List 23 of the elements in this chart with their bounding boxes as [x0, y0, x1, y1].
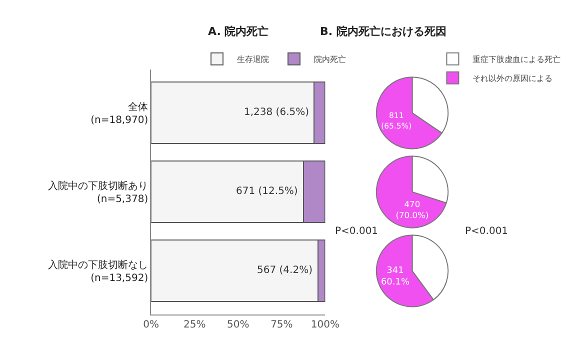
legend-label: 重症下肢虚血による死亡: [472, 55, 561, 64]
x-tick-label: 100%: [310, 319, 340, 330]
x-tick-label: 0%: [143, 319, 160, 330]
data-label: 341 60.1%: [380, 266, 410, 288]
y-tick-label: 全体 (n=18,970): [90, 100, 148, 126]
text: P<0.001: [465, 226, 508, 237]
text: P<0.001: [335, 226, 378, 237]
x-tick-label: 25%: [184, 319, 206, 330]
data-label: 567 (4.2%): [257, 265, 313, 276]
legend-label: 院内死亡: [314, 55, 346, 64]
data-label: 671 (12.5%): [236, 186, 298, 197]
data-label: 470 (70.0%): [396, 199, 429, 220]
data-label: 811 (65.5%): [381, 111, 412, 130]
legend-label: それ以外の原因による: [472, 74, 553, 84]
x-tick-label: 50%: [227, 319, 250, 330]
legend-label: 生存退院: [237, 55, 269, 64]
x-tick-label: 75%: [270, 319, 293, 330]
chart-title: B. 院内死亡における死因: [320, 25, 446, 38]
y-tick-label: 入院中の下肢切断あり (n=5,378): [48, 180, 148, 205]
pie-slice: [376, 156, 447, 228]
data-label: 1,238 (6.5%): [244, 107, 310, 118]
y-tick-label: 入院中の下肢切断なし (n=13,592): [48, 258, 148, 284]
chart-title: A. 院内死亡: [208, 25, 269, 38]
